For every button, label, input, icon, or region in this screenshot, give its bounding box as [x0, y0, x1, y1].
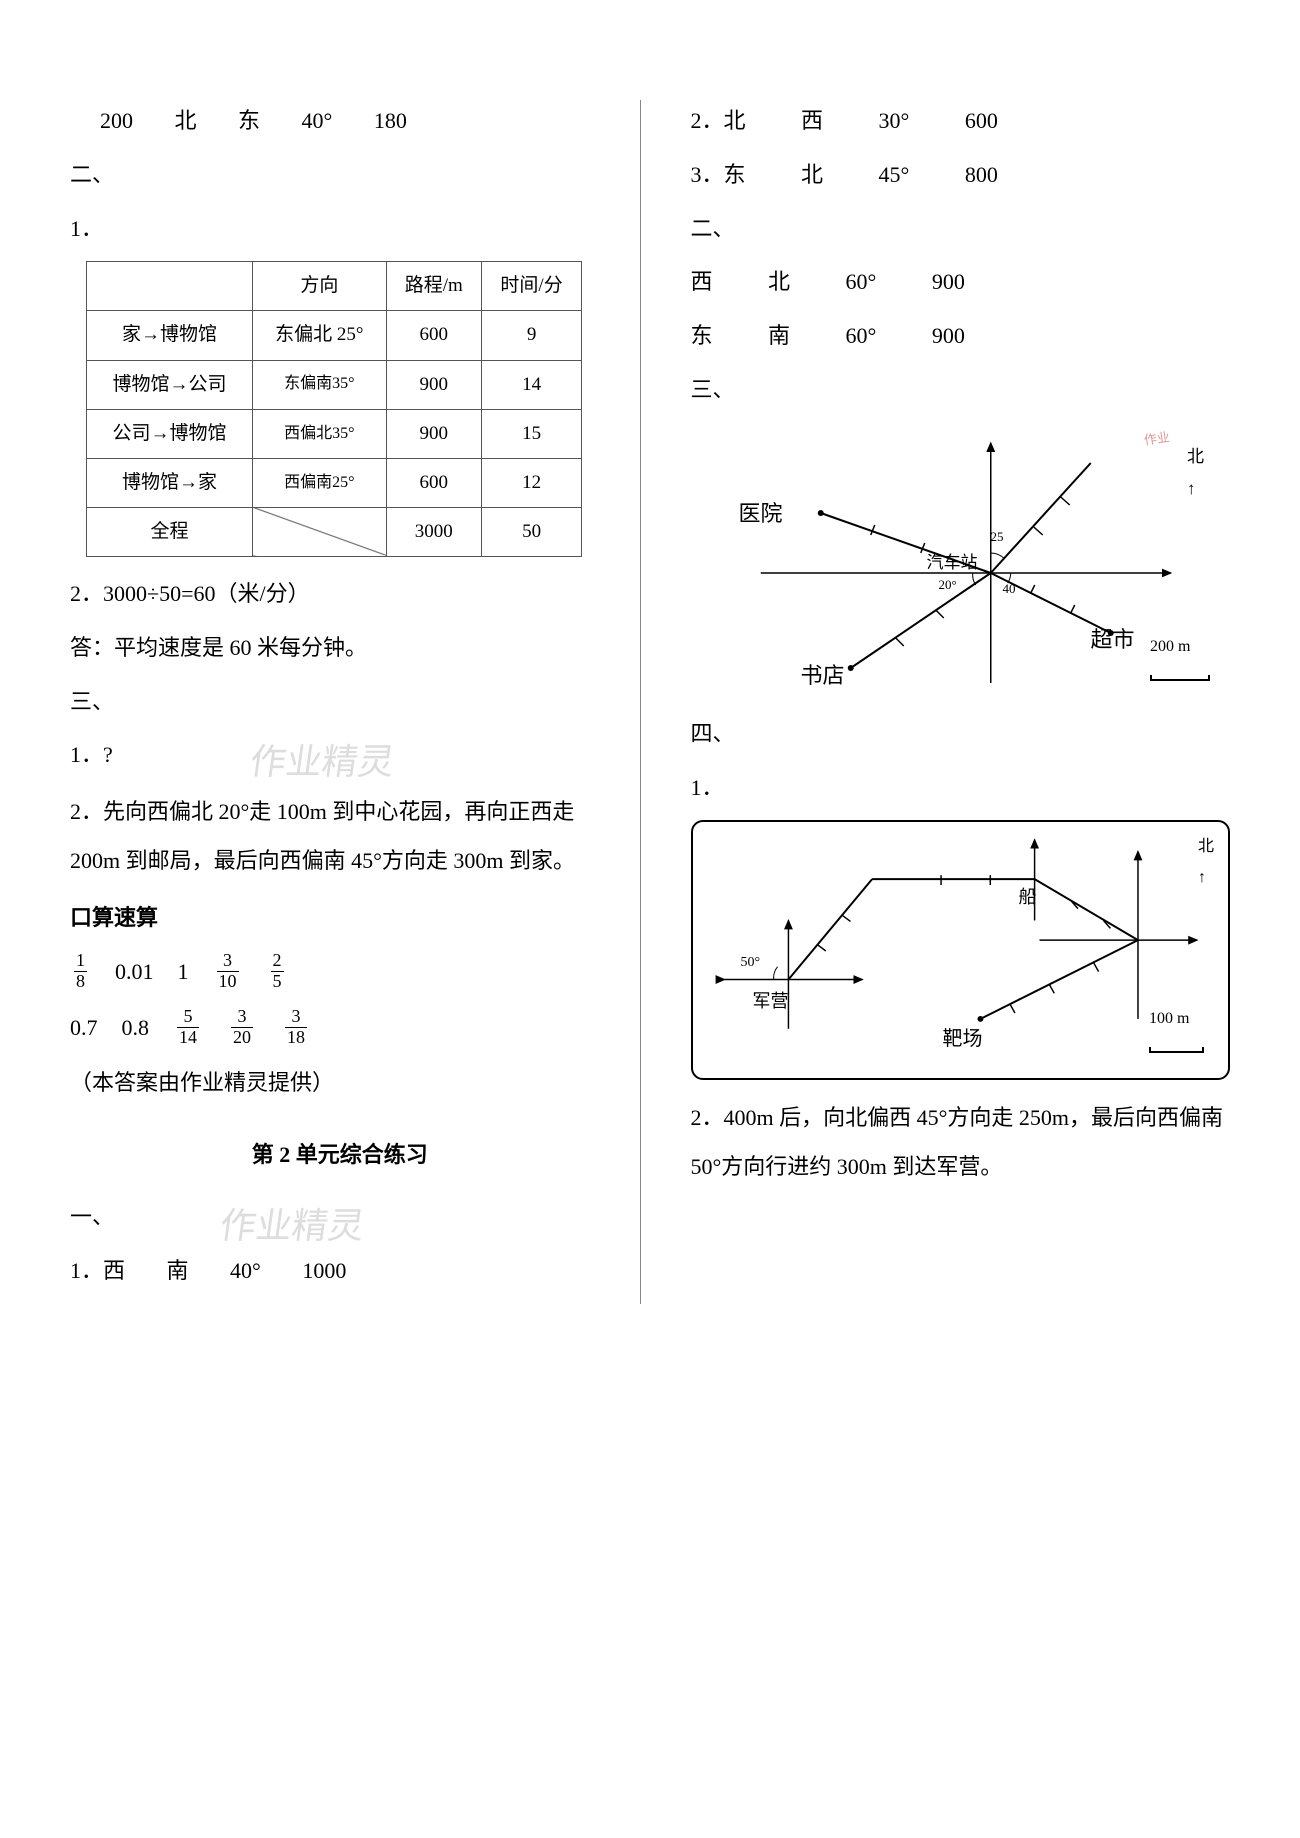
angle40: 40	[1003, 577, 1016, 602]
angle20: 20°	[939, 573, 957, 598]
scale-bar-2: 100 m	[1149, 1004, 1204, 1065]
left-q1-label: 1．	[70, 208, 610, 250]
number: 0.8	[122, 1007, 150, 1049]
number: 1	[178, 951, 189, 993]
provider-note: （本答案由作业精灵提供）	[70, 1062, 610, 1104]
right-q4-1-label: 1．	[691, 767, 1231, 809]
table-header-row: 方向 路程/m 时间/分	[87, 262, 582, 311]
table-row: 博物馆→家 西偏南25° 600 12	[87, 458, 582, 507]
left-line1: 200 北 东 40° 180	[70, 100, 610, 142]
bookstore-label: 书店	[801, 655, 845, 697]
right-sec3-label: 三、	[691, 369, 1231, 411]
fraction: 320	[231, 1007, 253, 1048]
fraction: 18	[74, 951, 87, 992]
ship-label: 船	[1019, 880, 1037, 914]
north-label: 北↑	[1187, 441, 1204, 506]
fraction: 310	[217, 951, 239, 992]
left-q1-1: 1．西 南 40° 1000	[70, 1250, 610, 1292]
table-row: 全程 3000 50	[87, 507, 582, 556]
number: 0.7	[70, 1007, 98, 1049]
north-label-2: 北↑	[1198, 832, 1214, 893]
right-sec2-label: 二、	[691, 208, 1231, 250]
left-sec-yi: 一、	[70, 1196, 610, 1238]
number: 0.01	[115, 951, 154, 993]
hospital-label: 医院	[739, 493, 783, 535]
left-sec3-label: 三、	[70, 681, 610, 723]
frac-row-2: 0.7 0.8 514 320 318	[70, 1007, 610, 1049]
table-row: 博物馆→公司 东偏南35° 900 14	[87, 360, 582, 409]
right-sec4-label: 四、	[691, 713, 1231, 755]
camp-label: 军营	[753, 984, 789, 1018]
fraction: 25	[271, 951, 284, 992]
right-r2-1: 西 北 60° 900	[691, 261, 1231, 303]
fraction: 514	[177, 1007, 199, 1048]
left-q2-answer: 答：平均速度是 60 米每分钟。	[70, 627, 610, 669]
camp-diagram: 北↑ 船 50° 军营 靶场 100 m	[691, 820, 1231, 1080]
left-sec2-label: 二、	[70, 154, 610, 196]
left-q3-2: 2．先向西偏北 20°走 100m 到中心花园，再向正西走 200m 到邮局，最…	[70, 788, 610, 885]
left-q2-calc: 2．3000÷50=60（米/分）	[70, 573, 610, 615]
left-q3-1: 1．?	[70, 734, 610, 776]
right-q4-2: 2．400m 后，向北偏西 45°方向走 250m，最后向西偏南 50°方向行进…	[691, 1094, 1231, 1191]
angle50-label: 50°	[741, 950, 761, 977]
stamp: 作业	[1142, 425, 1171, 453]
angle25: 25	[991, 525, 1004, 550]
table-row: 家→博物馆 东偏北 25° 600 9	[87, 311, 582, 360]
unit-title: 第 2 单元综合练习	[70, 1134, 610, 1176]
right-line3: 3．东 北 45° 800	[691, 154, 1231, 196]
target-label: 靶场	[943, 1020, 983, 1058]
frac-row-1: 18 0.01 1 310 25	[70, 951, 610, 993]
right-r2-2: 东 南 60° 900	[691, 315, 1231, 357]
table-row: 公司→博物馆 西偏北35° 900 15	[87, 409, 582, 458]
kousuan-title: 口算速算	[70, 897, 610, 939]
fraction: 318	[285, 1007, 307, 1048]
supermarket-label: 超市	[1091, 619, 1135, 661]
route-table: 方向 路程/m 时间/分 家→博物馆 东偏北 25° 600 9 博物馆→公司 …	[86, 261, 582, 557]
right-line2: 2．北 西 30° 600	[691, 100, 1231, 142]
scale-bar-1: 200 m	[1150, 632, 1210, 693]
bus-station-diagram: 作业 北↑ 医院 汽车站 书店 超市 20° 25 40 200 m	[691, 423, 1231, 703]
